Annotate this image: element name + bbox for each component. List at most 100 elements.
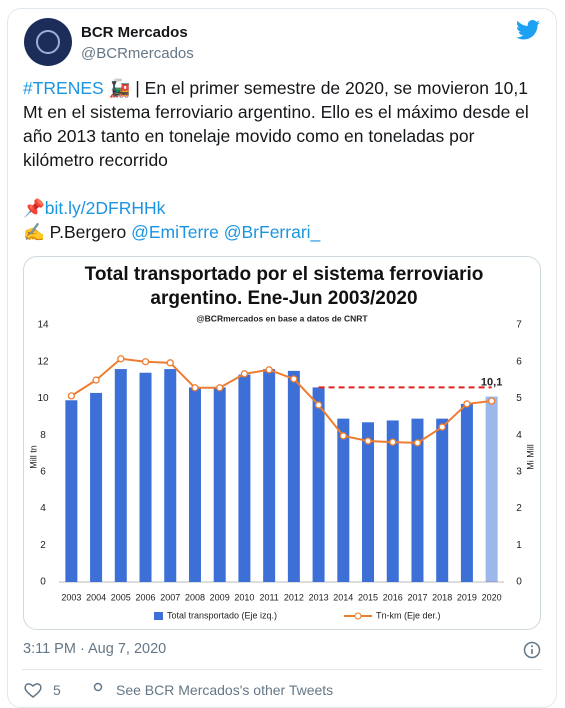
x-tick-label: 2007	[160, 592, 180, 602]
y2-tick-label: 4	[516, 430, 522, 441]
emoji: ✍️	[23, 222, 45, 242]
line-marker	[216, 384, 224, 392]
value-label: 10,1	[481, 376, 502, 388]
y2-tick-label: 3	[516, 466, 522, 477]
line-marker	[413, 439, 422, 447]
tweet-text: #TRENES 🚂 | En el primer semestre de 202…	[23, 76, 543, 244]
bar	[337, 418, 350, 582]
line-marker	[265, 366, 273, 374]
bar	[362, 422, 375, 582]
line-marker	[117, 355, 125, 363]
bar	[188, 387, 201, 582]
bar	[386, 420, 399, 582]
line-marker	[166, 359, 174, 367]
x-tick-label: 2005	[111, 592, 131, 602]
y2-tick-label: 1	[516, 540, 522, 551]
x-tick-label: 2014	[333, 592, 353, 602]
line	[70, 357, 492, 444]
y2-tick-label: 0	[516, 577, 522, 588]
y-tick-label: 0	[40, 577, 46, 588]
x-tick-label: 2003	[61, 592, 81, 602]
y-axis-label: Mill tn	[28, 445, 38, 469]
link[interactable]: bit.ly/2DFRHHk	[44, 198, 166, 218]
author-handle[interactable]: @BCRmercados	[81, 45, 194, 62]
bar	[411, 418, 424, 582]
chart-title: Total transportado por el sistema ferrov…	[84, 264, 484, 309]
line-marker	[339, 432, 347, 440]
y-tick-label: 8	[40, 430, 46, 441]
bar	[65, 400, 78, 582]
y2-tick-label: 7	[516, 320, 522, 331]
like-count: 5	[53, 682, 61, 698]
legend-label: Tn-km (Eje der.)	[376, 610, 441, 620]
info-icon[interactable]	[523, 641, 541, 659]
author-name[interactable]: BCR Mercados	[81, 24, 188, 41]
y2-tick-label: 6	[516, 356, 522, 367]
y2-axis-label: Mi Mill	[525, 444, 535, 470]
y-tick-label: 6	[40, 466, 46, 477]
emoji: 📌	[23, 198, 45, 218]
y-tick-label: 12	[37, 356, 49, 367]
bar	[213, 387, 226, 582]
legend-swatch	[154, 612, 163, 620]
x-tick-label: 2019	[457, 592, 477, 602]
hashtag[interactable]: #TRENES	[23, 78, 104, 98]
line-marker	[487, 397, 496, 405]
line-marker	[438, 423, 446, 431]
legend-marker	[354, 612, 362, 620]
bar	[164, 369, 177, 582]
timestamp[interactable]: 3:11 PM · Aug 7, 2020	[23, 641, 167, 657]
mention[interactable]: @BrFerrari_	[223, 222, 321, 242]
bar	[263, 369, 276, 582]
x-tick-label: 2015	[358, 592, 378, 602]
line-marker	[314, 401, 323, 409]
x-tick-label: 2012	[284, 592, 304, 602]
bar	[460, 403, 473, 582]
divider	[22, 669, 542, 670]
line-marker	[240, 370, 249, 378]
bar	[139, 372, 152, 582]
y-tick-label: 2	[40, 540, 46, 551]
x-tick-label: 2020	[482, 592, 502, 602]
bar	[485, 396, 498, 582]
emoji: 🚂	[108, 78, 131, 98]
bar	[312, 387, 325, 582]
x-tick-label: 2011	[259, 592, 278, 602]
bar	[436, 418, 449, 582]
x-tick-label: 2006	[136, 592, 156, 602]
text: P.Bergero	[49, 222, 127, 242]
line-marker	[67, 392, 76, 400]
bar	[287, 370, 300, 582]
line-marker	[463, 400, 471, 408]
y-tick-label: 10	[37, 393, 49, 404]
line-marker	[364, 437, 372, 445]
x-tick-label: 2016	[383, 592, 403, 602]
x-tick-label: 2017	[407, 592, 427, 602]
line-marker	[389, 438, 397, 446]
twitter-logo[interactable]	[516, 20, 540, 40]
x-tick-label: 2013	[309, 592, 329, 602]
more-tweets[interactable]: See BCR Mercados's other Tweets	[116, 682, 334, 698]
line-marker	[191, 384, 199, 392]
x-tick-label: 2004	[86, 592, 106, 602]
avatar[interactable]	[24, 18, 72, 66]
bar	[114, 369, 127, 582]
line-marker	[290, 375, 298, 383]
y-tick-label: 14	[37, 320, 49, 331]
chart-subtitle: @BCRmercados en base a datos de CNRT	[196, 313, 368, 323]
x-tick-label: 2008	[185, 592, 205, 602]
mention[interactable]: @EmiTerre	[131, 222, 219, 242]
chart: @BCRmercados en base a datos de CNRT 0 2 4 6…	[28, 313, 535, 620]
legend-label: Total transportado (Eje izq.)	[167, 610, 277, 620]
like-icon[interactable]	[23, 682, 43, 698]
tweet-image[interactable]: Total transportado por el sistema ferrov…	[23, 256, 541, 630]
x-tick-label: 2010	[234, 592, 254, 602]
bar	[90, 392, 103, 582]
text: | En el primer semestre de 2020, se movi…	[23, 78, 529, 170]
y-tick-label: 4	[40, 503, 46, 514]
y2-tick-label: 2	[516, 503, 522, 514]
bar	[238, 374, 251, 582]
y2-tick-label: 5	[516, 393, 522, 404]
x-tick-label: 2018	[432, 592, 452, 602]
user-icon	[93, 682, 103, 692]
